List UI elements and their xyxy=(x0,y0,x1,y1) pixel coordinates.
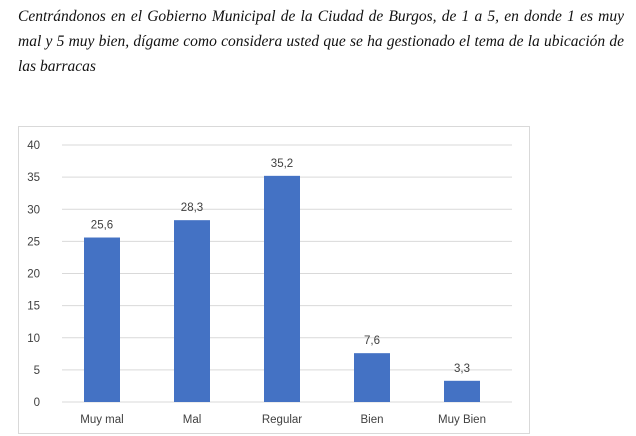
x-tick-label: Mal xyxy=(183,414,202,426)
data-label: 25,6 xyxy=(91,220,113,232)
bar xyxy=(354,353,390,402)
y-tick-label: 35 xyxy=(27,172,40,184)
y-tick-label: 40 xyxy=(27,140,40,152)
question-text: Centrándonos en el Gobierno Municipal de… xyxy=(18,8,624,75)
y-tick-label: 5 xyxy=(34,365,40,377)
bar xyxy=(264,175,300,402)
data-label: 28,3 xyxy=(181,202,203,214)
y-tick-label: 25 xyxy=(27,236,40,248)
data-label: 3,3 xyxy=(454,363,470,375)
y-tick-label: 30 xyxy=(27,204,40,216)
data-label: 35,2 xyxy=(271,158,293,170)
y-tick-label: 0 xyxy=(34,397,40,409)
x-tick-label: Muy Bien xyxy=(438,414,486,426)
y-tick-label: 10 xyxy=(27,333,40,345)
bar xyxy=(174,220,210,402)
bar xyxy=(444,380,480,402)
y-tick-label: 20 xyxy=(27,269,40,281)
x-tick-label: Bien xyxy=(360,414,383,426)
x-tick-label: Regular xyxy=(262,414,302,426)
x-tick-label: Muy mal xyxy=(80,414,123,426)
bar xyxy=(84,237,120,402)
y-tick-label: 15 xyxy=(27,301,40,313)
data-label: 7,6 xyxy=(364,335,380,347)
